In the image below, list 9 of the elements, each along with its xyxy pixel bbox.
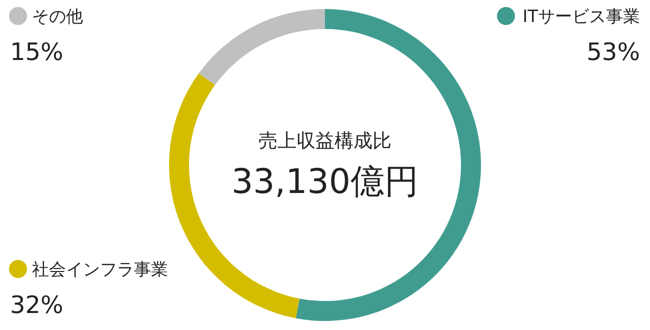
data-label: 32% [10,291,64,319]
donut-slice [198,9,325,86]
legend-label: ITサービス事業 [522,7,640,27]
data-label: 15% [10,38,64,66]
text: 33,130億円 [232,162,418,202]
legend-label: その他 [32,7,83,27]
text: 売上収益構成比 [258,130,392,152]
data-label: 53% [586,38,640,66]
legend-label: 社会インフラ事業 [32,260,168,280]
